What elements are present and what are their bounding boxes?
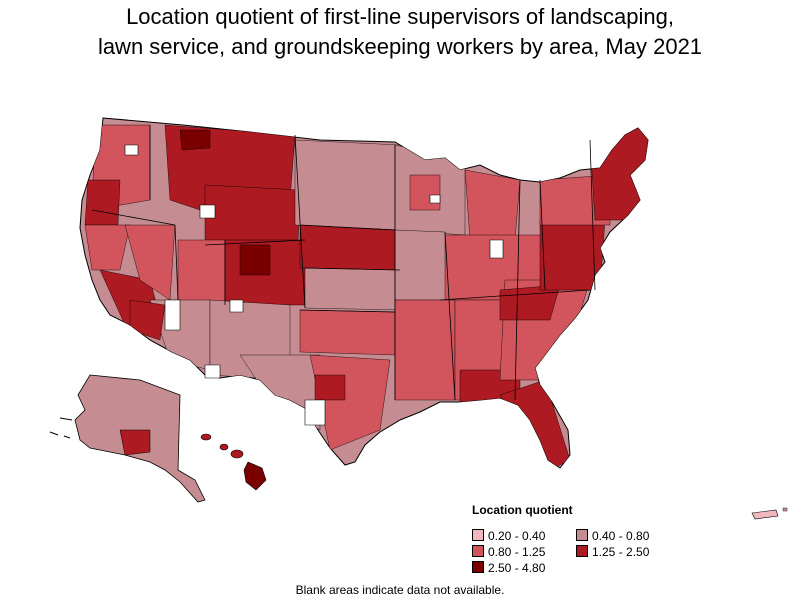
legend: Location quotient 0.20 - 0.40 0.40 - 0.8…: [472, 503, 672, 581]
footnote: Blank areas indicate data not available.: [295, 583, 505, 597]
legend-swatch: [576, 545, 588, 557]
region-western-oregon: [84, 179, 121, 226]
region-northern-idaho-dark: [179, 129, 211, 151]
no-data-area: [229, 299, 244, 313]
legend-item-2-50-4-80: 2.50 - 4.80: [472, 561, 545, 575]
map-title-line-1: Location quotient of first-line supervis…: [126, 4, 674, 29]
region-mid-atlantic: [539, 219, 606, 291]
legend-item-1-25-2-50: 1.25 - 2.50: [576, 545, 649, 559]
region-upper-midwest-red: [409, 174, 441, 211]
legend-swatch: [472, 561, 484, 573]
state-boundaries: [91, 125, 596, 401]
legend-item-0-40-0-80: 0.40 - 0.80: [576, 529, 649, 543]
region-phoenix: [129, 299, 166, 341]
legend-swatch: [472, 529, 484, 541]
legend-title: Location quotient: [472, 503, 573, 517]
no-data-area: [304, 399, 326, 426]
legend-label: 2.50 - 4.80: [488, 561, 546, 575]
region-michigan: [464, 169, 521, 241]
region-arkansas-louisiana: [394, 299, 456, 401]
region-nebraska: [299, 224, 396, 271]
legend-label: 0.20 - 0.40: [488, 529, 546, 543]
region-oklahoma: [299, 309, 396, 356]
no-data-area: [489, 239, 504, 259]
map-title: Location quotient of first-line supervis…: [0, 2, 800, 62]
region-new-england: [589, 124, 648, 221]
region-missouri-iowa: [394, 229, 446, 301]
no-data-areas: [124, 144, 504, 426]
region-texas-metro: [314, 374, 346, 401]
virgin-islands: [782, 507, 788, 512]
legend-label: 0.40 - 0.80: [592, 529, 650, 543]
no-data-area: [199, 204, 216, 219]
region-denver-dark: [239, 244, 271, 276]
region-utah: [177, 239, 226, 306]
map-title-line-2: lawn service, and groundskeeping workers…: [97, 34, 703, 59]
region-kansas: [304, 267, 401, 311]
legend-label: 0.80 - 1.25: [488, 545, 546, 559]
no-data-area: [164, 299, 181, 331]
legend-item-0-80-1-25: 0.80 - 1.25: [472, 545, 545, 559]
region-appalachia-red: [499, 284, 561, 321]
region-dakotas: [294, 139, 401, 231]
region-wyoming: [204, 184, 301, 246]
no-data-area: [124, 144, 139, 156]
legend-label: 1.25 - 2.50: [592, 545, 650, 559]
puerto-rico: [751, 509, 779, 520]
hawaii: [200, 433, 267, 491]
legend-item-0-20-0-40: 0.20 - 0.40: [472, 529, 545, 543]
alaska-aleutians: [49, 417, 73, 439]
legend-swatch: [576, 529, 588, 541]
legend-swatch: [472, 545, 484, 557]
region-california-north: [84, 224, 131, 271]
alaska-anchorage-region: [119, 429, 151, 456]
no-data-area: [429, 194, 441, 204]
no-data-area: [204, 364, 221, 379]
